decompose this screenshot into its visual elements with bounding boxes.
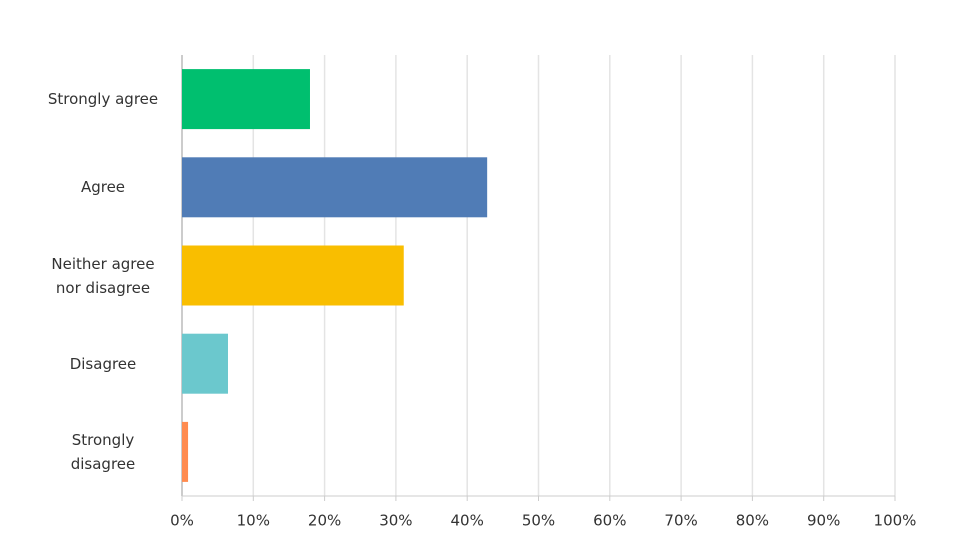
bar [182,245,404,306]
x-tick-label: 100% [874,512,917,530]
bar [182,333,228,394]
category-label: Agree [80,178,126,197]
x-tick-label: 0% [170,512,194,530]
x-tick-label: 70% [664,512,697,530]
x-tick-label: 20% [308,512,341,530]
x-tick-label: 50% [522,512,555,530]
x-tick-label: 80% [736,512,769,530]
category-label: Strongly disagree [70,430,136,473]
category-label: Disagree [69,354,137,373]
category-label: Strongly agree [47,90,159,109]
category-label: Neither agree nor disagree [51,254,155,297]
x-tick-label: 60% [593,512,626,530]
x-tick-label: 30% [379,512,412,530]
bar [182,157,488,218]
x-tick-label: 90% [807,512,840,530]
x-tick-label: 40% [451,512,484,530]
bar [182,421,189,482]
bar [182,69,310,130]
x-tick-label: 10% [237,512,270,530]
